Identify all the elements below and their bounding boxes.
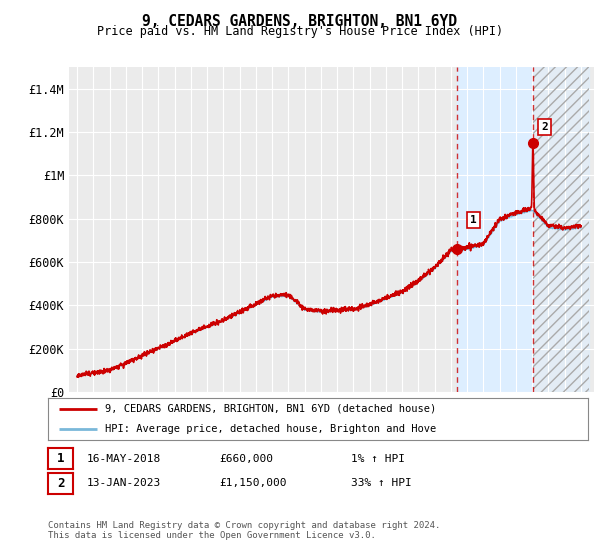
Text: 33% ↑ HPI: 33% ↑ HPI xyxy=(351,478,412,488)
Text: 1% ↑ HPI: 1% ↑ HPI xyxy=(351,454,405,464)
Bar xyxy=(457,67,533,392)
Text: 9, CEDARS GARDENS, BRIGHTON, BN1 6YD (detached house): 9, CEDARS GARDENS, BRIGHTON, BN1 6YD (de… xyxy=(104,404,436,414)
Bar xyxy=(533,67,589,392)
Text: 2: 2 xyxy=(57,477,64,490)
Text: 1: 1 xyxy=(57,452,64,465)
Text: 2: 2 xyxy=(541,122,548,132)
Text: £1,150,000: £1,150,000 xyxy=(219,478,287,488)
Text: £660,000: £660,000 xyxy=(219,454,273,464)
Text: 9, CEDARS GARDENS, BRIGHTON, BN1 6YD: 9, CEDARS GARDENS, BRIGHTON, BN1 6YD xyxy=(143,14,458,29)
Bar xyxy=(533,67,589,392)
Text: 16-MAY-2018: 16-MAY-2018 xyxy=(87,454,161,464)
Text: Price paid vs. HM Land Registry's House Price Index (HPI): Price paid vs. HM Land Registry's House … xyxy=(97,25,503,38)
Text: Contains HM Land Registry data © Crown copyright and database right 2024.
This d: Contains HM Land Registry data © Crown c… xyxy=(48,521,440,540)
Text: 1: 1 xyxy=(470,215,477,225)
Text: 13-JAN-2023: 13-JAN-2023 xyxy=(87,478,161,488)
Text: HPI: Average price, detached house, Brighton and Hove: HPI: Average price, detached house, Brig… xyxy=(104,424,436,434)
